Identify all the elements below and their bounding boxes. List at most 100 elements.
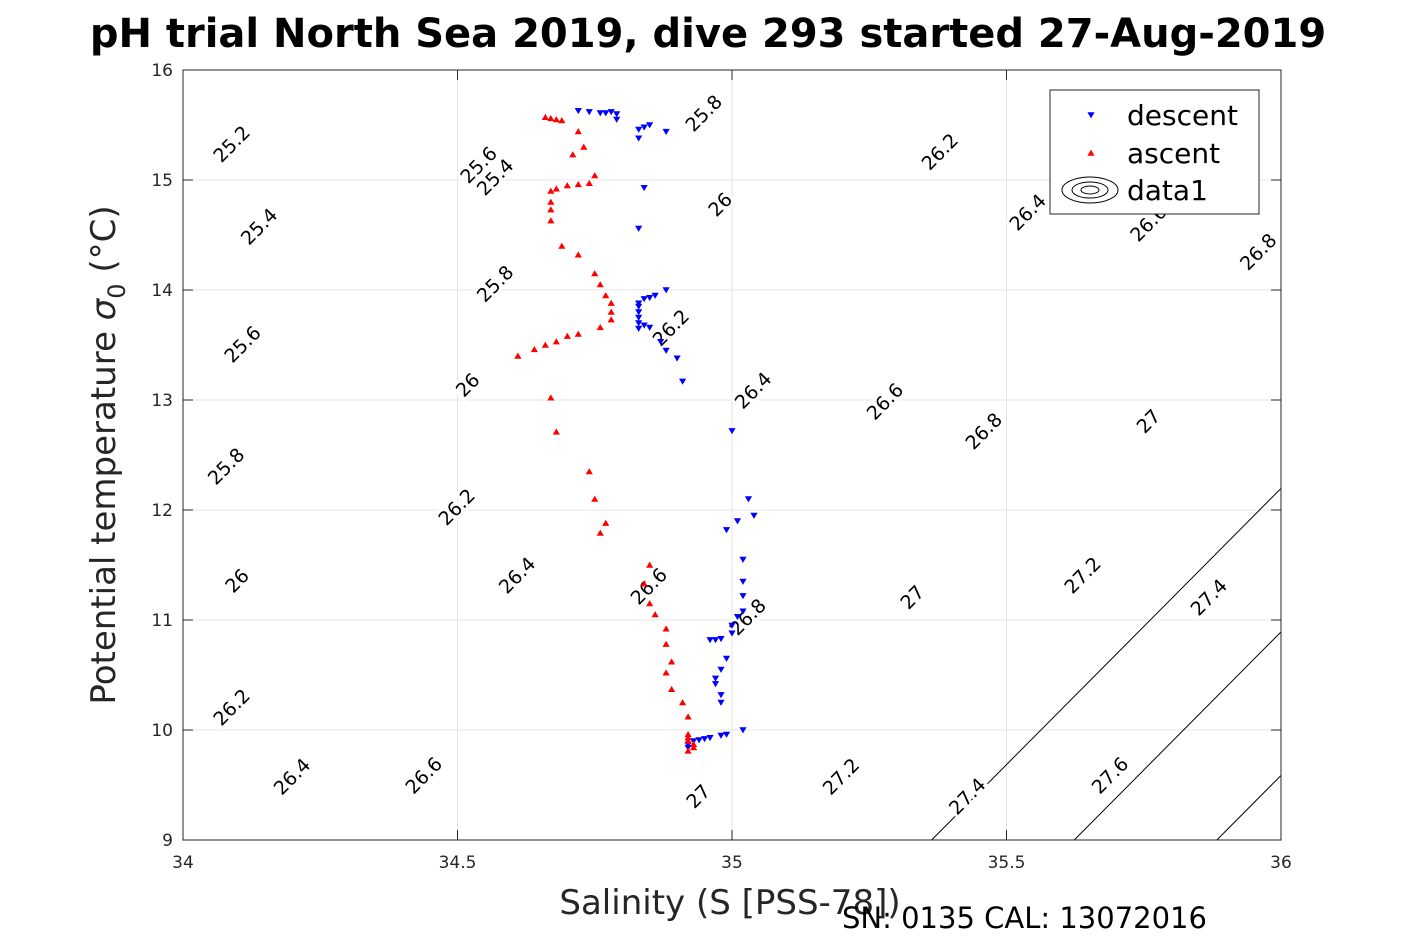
descent-point (613, 116, 621, 123)
ascent-point (552, 185, 560, 192)
ascent-point (580, 143, 588, 150)
ascent-point (668, 658, 676, 665)
descent-point (657, 339, 665, 346)
y-tick-label: 12 (151, 501, 173, 521)
ascent-point (574, 128, 582, 135)
ascent-point (563, 332, 571, 339)
descent-point (662, 128, 670, 136)
descent-point (706, 735, 714, 742)
y-tick-label: 14 (151, 281, 173, 301)
ascent-point (662, 640, 670, 647)
ascent-point (569, 151, 577, 158)
descent-point (607, 109, 615, 116)
descent-point (739, 727, 747, 734)
descent-point (722, 655, 731, 662)
descent-point (635, 309, 643, 316)
descent-point (651, 292, 659, 299)
ascent-point (574, 180, 582, 188)
y-tick-label: 11 (151, 611, 173, 631)
descent-point (739, 578, 747, 585)
descent-point (728, 630, 736, 637)
ascent-point (541, 341, 549, 348)
ascent-point (541, 113, 549, 120)
descent-point (744, 496, 753, 503)
descent-point (635, 303, 643, 310)
footer-text: SN: 0135 CAL: 13072016 (842, 901, 1207, 935)
ascent-point (547, 114, 555, 122)
ascent-point (662, 625, 670, 632)
ascent-point (684, 713, 692, 720)
descent-point (750, 512, 758, 519)
x-tick-label: 36 (1270, 853, 1292, 873)
descent-point (635, 225, 643, 232)
legend: descent ascent data1 (1049, 89, 1260, 215)
descent-point (635, 320, 643, 327)
ascent-point (563, 182, 571, 189)
descent-point (711, 675, 720, 682)
ascent-point (684, 730, 692, 738)
descent-point (640, 124, 648, 131)
descent-point (596, 110, 604, 117)
ascent-point (596, 281, 604, 288)
grid (182, 69, 1282, 841)
descent-point (717, 636, 725, 643)
ascent-point (530, 345, 538, 353)
ascent-point (585, 468, 593, 475)
legend-label-descent: descent (1127, 99, 1238, 132)
y-tick-label: 9 (162, 831, 173, 851)
ascent-point (552, 428, 560, 435)
descent-point (635, 314, 643, 321)
descent-point (678, 378, 687, 385)
density-contours (931, 70, 1417, 840)
y-tick-label: 13 (151, 391, 173, 411)
y-tick-label: 16 (151, 61, 173, 81)
ascent-point (547, 198, 555, 205)
ascent-point (607, 316, 615, 323)
ascent-point (602, 292, 610, 299)
isopycnal-25.2 (931, 487, 1281, 840)
legend-marker-ascent (1087, 149, 1095, 156)
ascent-point (574, 251, 582, 258)
ascent-point (547, 217, 555, 224)
descent-point (635, 300, 643, 307)
descent-point (640, 322, 648, 329)
descent-point (662, 347, 670, 354)
ascent-point (646, 561, 654, 568)
ascent-point (646, 600, 654, 607)
descent-point (640, 185, 648, 192)
ascent-point (607, 299, 615, 306)
legend-contour-icon (1071, 181, 1109, 199)
descent-point (722, 527, 731, 534)
isopycnal-25.8 (1359, 70, 1417, 840)
x-tick-label: 35 (721, 853, 743, 873)
ascent-point (547, 206, 555, 213)
descent-point (711, 681, 720, 688)
ascent-point (514, 352, 522, 359)
ascent-point (591, 495, 599, 502)
descent-point (717, 732, 725, 739)
descent-point (646, 295, 654, 302)
descent-point (646, 324, 654, 331)
ascent-point (678, 699, 687, 706)
ascent-point (591, 172, 599, 179)
x-tick-label: 34.5 (439, 853, 477, 873)
descent-point (635, 126, 643, 133)
ascent-point (591, 270, 599, 277)
ascent-point (602, 519, 610, 526)
ascent-point (662, 669, 670, 676)
descent-point (635, 135, 643, 142)
ascent-point (684, 737, 692, 744)
descent-point (585, 109, 593, 116)
x-tick-label: 34 (172, 853, 194, 873)
descent-point (640, 296, 648, 303)
descent-point (700, 736, 709, 743)
y-tick-label: 10 (151, 721, 173, 741)
descent-point (662, 287, 670, 294)
descent-point (711, 637, 720, 644)
x-tick-label: 35.5 (988, 853, 1026, 873)
data-points (514, 108, 758, 754)
ascent-point (585, 179, 593, 186)
descent-point (728, 428, 736, 435)
ascent-point (651, 611, 659, 618)
